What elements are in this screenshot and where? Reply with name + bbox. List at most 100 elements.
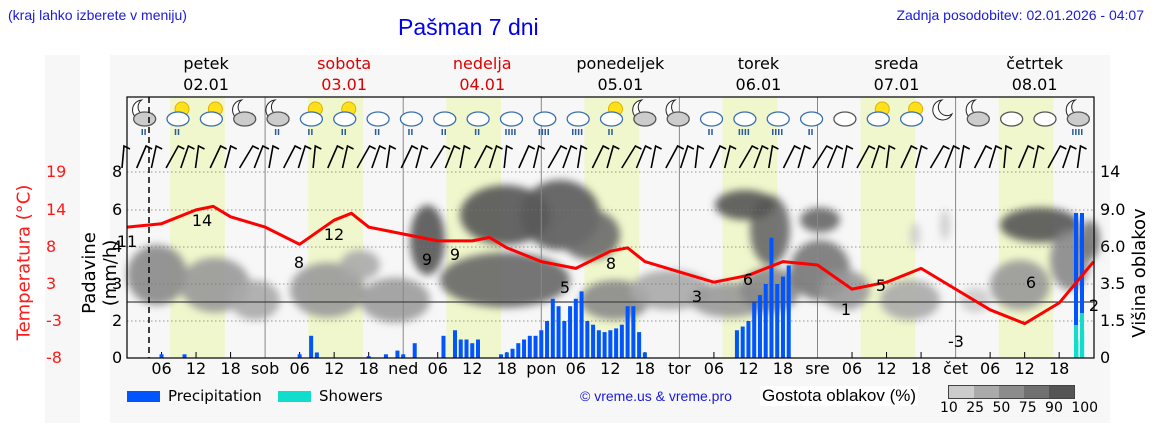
svg-text:5: 5 — [560, 278, 570, 297]
day-name: nedelja — [452, 54, 512, 73]
precip-tick: 4 — [112, 237, 123, 256]
x-tick: 12 — [462, 359, 483, 378]
precip-tick: 2 — [112, 311, 123, 330]
cloud-icon — [1033, 111, 1057, 127]
day-name: petek — [183, 54, 229, 73]
day-date: 04.01 — [459, 75, 506, 94]
x-tick: sob — [250, 359, 280, 378]
cloud-density-ticks: 10 25 50 75 90 100 — [940, 400, 1099, 416]
svg-text:II: II — [374, 128, 380, 137]
svg-text:-3: -3 — [948, 332, 964, 351]
moon-cloud-icon — [632, 99, 657, 127]
day-name: četrtek — [1006, 54, 1064, 73]
cloud-rain-icon: II — [466, 111, 490, 137]
page-title: Pašman 7 dni — [398, 14, 539, 40]
temp-tick: -8 — [46, 348, 62, 367]
cloud-rain-heavy-icon: IIII — [566, 111, 590, 137]
x-tick: 06 — [565, 359, 586, 378]
day-name: ponedeljek — [576, 54, 665, 73]
cloud-tick: 1.5 — [1100, 311, 1126, 330]
svg-text:IIII: IIII — [771, 128, 783, 137]
svg-text:II: II — [274, 128, 280, 137]
svg-text:9: 9 — [450, 245, 460, 264]
svg-text:II: II — [474, 128, 480, 137]
cloud-rain-icon: II — [366, 111, 390, 137]
svg-text:6: 6 — [743, 270, 753, 289]
cloud-rain-heavy-icon: IIII — [499, 111, 524, 137]
legend-label: Precipitation — [168, 387, 262, 405]
svg-text:II: II — [141, 128, 147, 137]
day-date: 08.01 — [1011, 75, 1058, 94]
precipitation-swatch — [127, 390, 160, 402]
day-header-6: četrtek 08.01 — [965, 53, 1105, 95]
sun-cloud-rain-icon: II — [166, 101, 190, 137]
sun-cloud-icon — [199, 101, 224, 127]
x-tick: 06 — [841, 359, 863, 378]
svg-text:IIII: IIII — [538, 128, 550, 137]
temp-tick: 19 — [46, 162, 67, 181]
copyright-link[interactable]: © vreme.us & vreme.pro — [580, 388, 732, 404]
svg-text:II: II — [441, 128, 447, 137]
svg-text:14: 14 — [192, 211, 212, 230]
temp-tick: 3 — [46, 274, 57, 293]
cloud-density-field — [127, 180, 1100, 323]
svg-text:IIII: IIII — [571, 128, 583, 137]
moon-icon — [932, 99, 954, 121]
day-date: 05.01 — [597, 75, 644, 94]
day-header-2: nedelja 04.01 — [412, 53, 552, 95]
cloud-tick: 0 — [1100, 348, 1111, 367]
x-tick: čet — [943, 359, 969, 378]
day-header-4: torek 06.01 — [688, 53, 828, 95]
day-header-1: sobota 03.01 — [274, 53, 414, 95]
day-date: 02.01 — [183, 75, 229, 94]
svg-text:II: II — [708, 128, 714, 137]
svg-text:IIII: IIII — [1071, 128, 1083, 137]
svg-text:8: 8 — [294, 253, 304, 272]
svg-text:II: II — [407, 128, 413, 137]
precipitation-bars — [159, 213, 1085, 358]
x-tick: 06 — [427, 359, 448, 378]
x-tick: 06 — [979, 359, 1001, 378]
moon-cloud-rain-heavy-icon: IIII — [1065, 99, 1090, 137]
cloud-icon — [833, 111, 857, 127]
x-tick: sre — [805, 359, 830, 378]
x-tick: 06 — [289, 359, 310, 378]
cloud-icon — [999, 111, 1024, 127]
temp-tick: 14 — [46, 200, 67, 219]
cloud-density-title: Gostota oblakov (%) — [760, 386, 919, 406]
cloud-density-scale — [948, 385, 1075, 399]
x-tick: 12 — [600, 359, 621, 378]
day-name: torek — [737, 54, 780, 73]
cloud-tick: 3.5 — [1100, 274, 1126, 293]
day-name: sreda — [874, 54, 919, 73]
svg-text:5: 5 — [876, 276, 886, 295]
precip-tick: 0 — [112, 348, 123, 367]
wind-barbs-row — [121, 144, 1087, 169]
svg-text:9: 9 — [422, 250, 432, 269]
svg-text:8: 8 — [606, 254, 616, 273]
svg-text:IIII: IIII — [505, 128, 517, 137]
cloud-tick: 9.0 — [1100, 200, 1126, 219]
svg-text:II: II — [808, 128, 814, 137]
day-date: 07.01 — [873, 75, 920, 94]
last-update: Zadnja posodobitev: 02.01.2026 - 04:07 — [896, 7, 1144, 23]
moon-cloud-icon — [232, 99, 257, 127]
x-tick: 18 — [634, 359, 656, 378]
cloud-rain-heavy-icon: IIII — [533, 111, 557, 137]
moon-cloud-icon — [665, 99, 690, 127]
precip-tick: 3 — [112, 274, 123, 293]
weather-icons-row: II II II II II II II II II IIII IIII IIII II II IIII II… — [132, 99, 1090, 137]
cloud-tick: 14 — [1100, 162, 1121, 181]
cloud-rain-icon: II — [399, 111, 424, 137]
svg-text:II: II — [608, 128, 614, 137]
showers-swatch — [278, 390, 311, 402]
x-tick: ned — [388, 359, 419, 378]
precip-tick: 6 — [112, 200, 123, 219]
cloud-rain-icon: II — [433, 111, 457, 137]
x-tick: 12 — [876, 359, 897, 378]
sun-cloud-icon — [899, 101, 924, 127]
x-tick: 12 — [738, 359, 759, 378]
x-tick: 18 — [358, 359, 379, 378]
